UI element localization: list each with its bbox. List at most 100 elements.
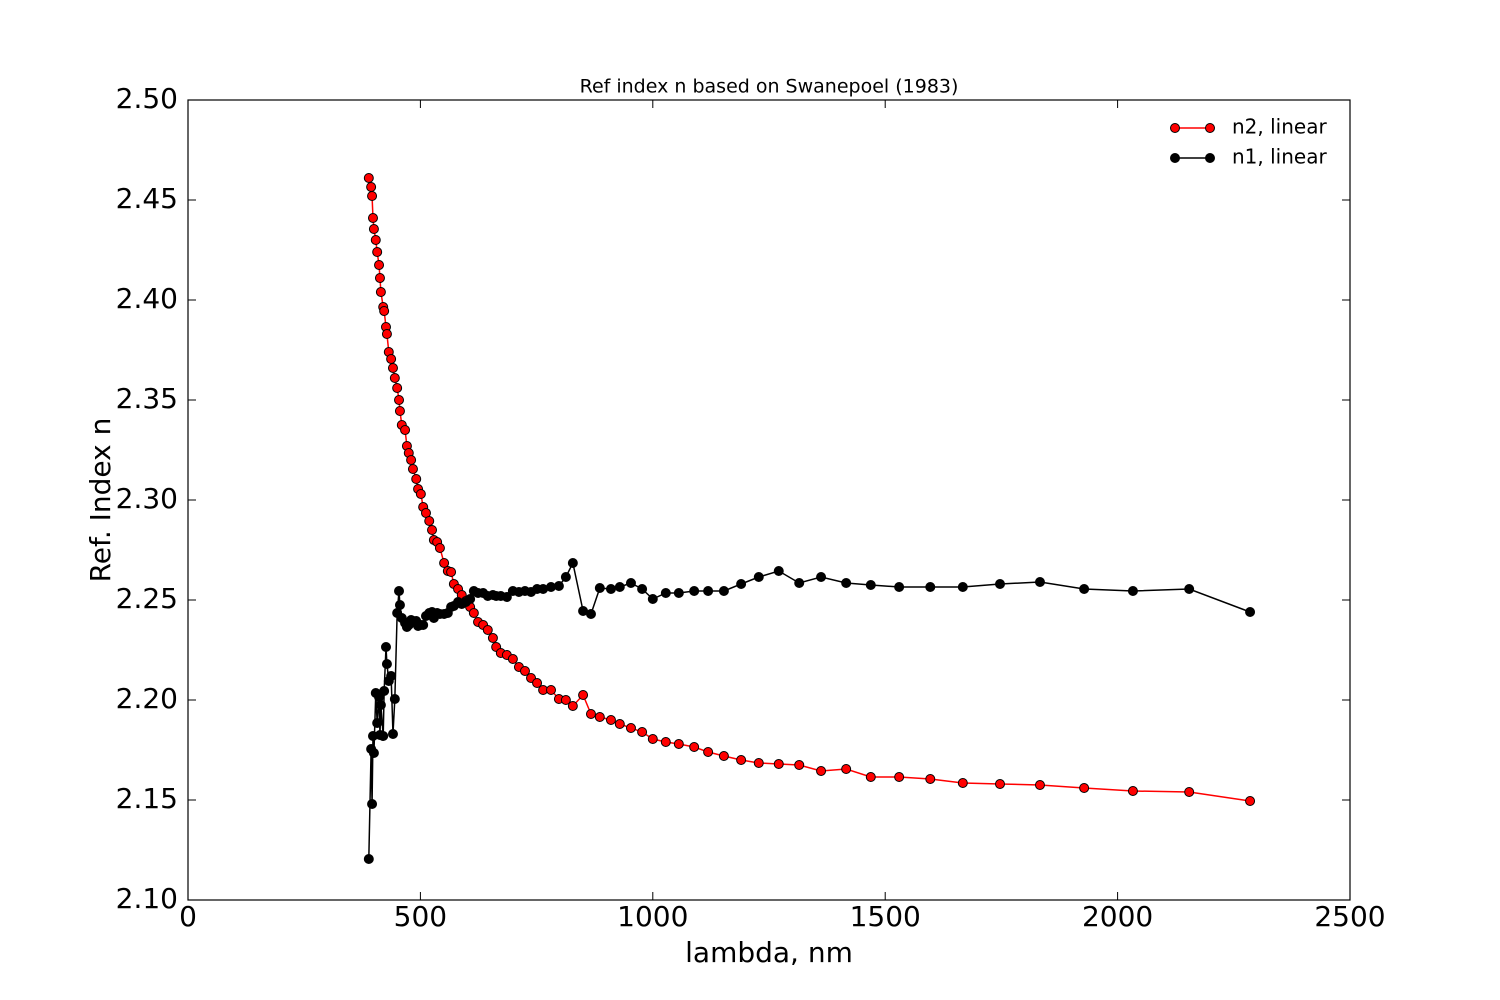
x-tick-label: 0: [179, 900, 197, 933]
data-point: [773, 759, 784, 769]
data-point: [379, 306, 390, 316]
data-point: [400, 425, 411, 435]
data-point: [736, 579, 747, 589]
data-point: [567, 558, 578, 568]
data-point: [1245, 796, 1256, 806]
data-point: [424, 516, 435, 526]
data-point: [394, 586, 405, 596]
data-point: [394, 395, 405, 405]
data-point: [703, 586, 714, 596]
data-point: [736, 755, 747, 765]
data-point: [560, 695, 571, 705]
data-point: [794, 578, 805, 588]
data-point: [995, 579, 1006, 589]
data-point: [841, 764, 852, 774]
data-point: [689, 742, 700, 752]
x-tick-label: 1500: [850, 900, 921, 933]
data-point: [605, 584, 616, 594]
data-point: [446, 567, 457, 577]
data-point: [1034, 780, 1045, 790]
data-point: [1184, 584, 1195, 594]
data-point: [594, 712, 605, 722]
data-point: [482, 625, 493, 635]
data-point: [673, 739, 684, 749]
data-point: [673, 588, 684, 598]
data-point: [406, 455, 417, 465]
data-point: [468, 608, 479, 618]
y-tick-label: 2.50: [116, 82, 178, 115]
x-tick-label: 2000: [1082, 900, 1153, 933]
data-point: [372, 247, 383, 257]
data-point: [637, 584, 648, 594]
y-tick-label: 2.35: [116, 382, 178, 415]
x-tick-label: 500: [394, 900, 447, 933]
data-point: [386, 354, 397, 364]
data-point: [718, 751, 729, 761]
data-point: [434, 543, 445, 553]
data-point: [816, 766, 827, 776]
data-point: [625, 723, 636, 733]
data-point: [370, 235, 381, 245]
legend-marker: [1205, 123, 1215, 133]
data-point: [614, 582, 625, 592]
data-point: [585, 609, 596, 619]
data-point: [374, 273, 385, 283]
legend-marker: [1205, 153, 1215, 163]
data-point: [647, 734, 658, 744]
data-point: [594, 583, 605, 593]
data-point: [487, 633, 498, 643]
data-point: [894, 772, 905, 782]
data-point: [367, 213, 378, 223]
data-point: [925, 582, 936, 592]
data-point: [718, 586, 729, 596]
y-axis-label: Ref. Index n: [84, 418, 117, 583]
data-point: [773, 566, 784, 576]
data-point: [507, 654, 518, 664]
data-point: [1127, 786, 1138, 796]
y-tick-label: 2.30: [116, 482, 178, 515]
data-point: [381, 642, 392, 652]
x-tick-label: 2500: [1314, 900, 1385, 933]
data-point: [894, 582, 905, 592]
data-point: [386, 671, 397, 681]
data-point: [439, 558, 450, 568]
data-point: [519, 666, 530, 676]
data-point: [1245, 607, 1256, 617]
data-point: [363, 173, 374, 183]
plot-frame: [187, 99, 1351, 901]
data-point: [957, 778, 968, 788]
data-point: [363, 854, 374, 864]
data-point: [387, 363, 398, 373]
data-point: [1034, 577, 1045, 587]
data-point: [381, 659, 392, 669]
data-point: [703, 747, 714, 757]
data-point: [389, 373, 400, 383]
y-tick-label: 2.45: [116, 182, 178, 215]
data-point: [625, 578, 636, 588]
chart-title: Ref index n based on Swanepoel (1983): [580, 76, 959, 98]
data-point: [647, 594, 658, 604]
data-point: [368, 748, 379, 758]
data-point: [605, 715, 616, 725]
data-point: [925, 774, 936, 784]
data-point: [560, 572, 571, 582]
data-point: [532, 678, 543, 688]
data-point: [689, 586, 700, 596]
data-point: [865, 772, 876, 782]
legend-marker: [1170, 123, 1180, 133]
data-point: [378, 731, 389, 741]
data-point: [427, 525, 438, 535]
data-point: [753, 572, 764, 582]
data-point: [660, 737, 671, 747]
data-point: [415, 489, 426, 499]
data-point: [553, 581, 564, 591]
data-point: [367, 191, 378, 201]
data-point: [366, 182, 377, 192]
data-point: [995, 779, 1006, 789]
data-point: [753, 758, 764, 768]
data-point: [841, 578, 852, 588]
legend-label: n2, linear: [1232, 115, 1327, 139]
x-tick-label: 1000: [617, 900, 688, 933]
data-point: [387, 729, 398, 739]
